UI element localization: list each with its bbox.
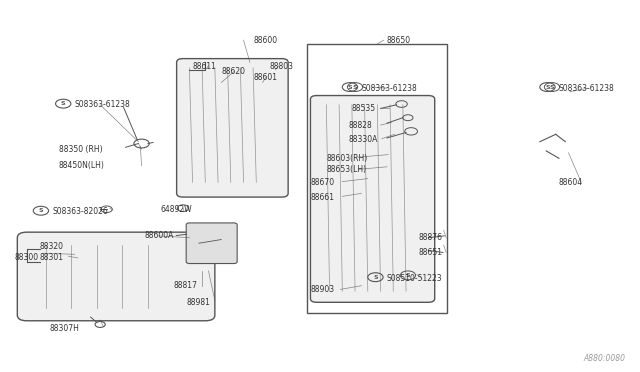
Text: 88817: 88817	[173, 281, 197, 290]
Text: 88603(RH): 88603(RH)	[326, 154, 367, 163]
Text: 88301: 88301	[40, 253, 63, 263]
Text: 88600: 88600	[253, 36, 277, 45]
Text: A880:0080: A880:0080	[584, 354, 626, 363]
Text: 88981: 88981	[186, 298, 210, 307]
Text: 88350 (RH): 88350 (RH)	[59, 145, 102, 154]
Text: S: S	[348, 84, 352, 90]
Text: 88535: 88535	[352, 104, 376, 113]
FancyBboxPatch shape	[186, 223, 237, 263]
Text: S: S	[550, 84, 554, 90]
Text: S08363-61238: S08363-61238	[559, 84, 614, 93]
Text: 88450N(LH): 88450N(LH)	[59, 161, 104, 170]
Text: 64892W: 64892W	[161, 205, 192, 215]
Text: 88600A: 88600A	[145, 231, 174, 240]
Text: S08363-82026: S08363-82026	[52, 207, 108, 217]
Text: 88300: 88300	[14, 253, 38, 263]
Text: 88903: 88903	[310, 285, 335, 294]
Text: 88611: 88611	[193, 61, 216, 71]
Text: 88320: 88320	[40, 243, 63, 251]
Text: 88601: 88601	[253, 73, 277, 81]
Text: 88620: 88620	[221, 67, 245, 76]
Text: S: S	[406, 273, 410, 278]
Bar	[307, 44, 447, 313]
Text: 88307H: 88307H	[49, 324, 79, 333]
Text: S: S	[545, 84, 550, 90]
FancyBboxPatch shape	[177, 59, 288, 197]
Text: S08363-61238: S08363-61238	[75, 100, 131, 109]
Text: 88828: 88828	[349, 121, 372, 129]
Text: 88670: 88670	[310, 178, 335, 187]
Text: 88650: 88650	[387, 36, 411, 45]
Text: S08363-61238: S08363-61238	[362, 84, 417, 93]
Text: S: S	[61, 101, 65, 106]
Text: 88803: 88803	[269, 61, 293, 71]
Text: S: S	[373, 275, 378, 280]
Text: 88653(LH): 88653(LH)	[326, 165, 367, 174]
FancyBboxPatch shape	[17, 232, 215, 321]
Text: 88604: 88604	[559, 178, 583, 187]
Text: S: S	[353, 84, 357, 90]
Text: 88651: 88651	[419, 248, 443, 257]
Text: S: S	[38, 208, 44, 213]
Text: S08510-51223: S08510-51223	[387, 274, 442, 283]
Text: 88661: 88661	[310, 193, 335, 202]
FancyBboxPatch shape	[310, 96, 435, 302]
Text: 88330A: 88330A	[349, 135, 378, 144]
Text: 88876: 88876	[419, 233, 443, 242]
